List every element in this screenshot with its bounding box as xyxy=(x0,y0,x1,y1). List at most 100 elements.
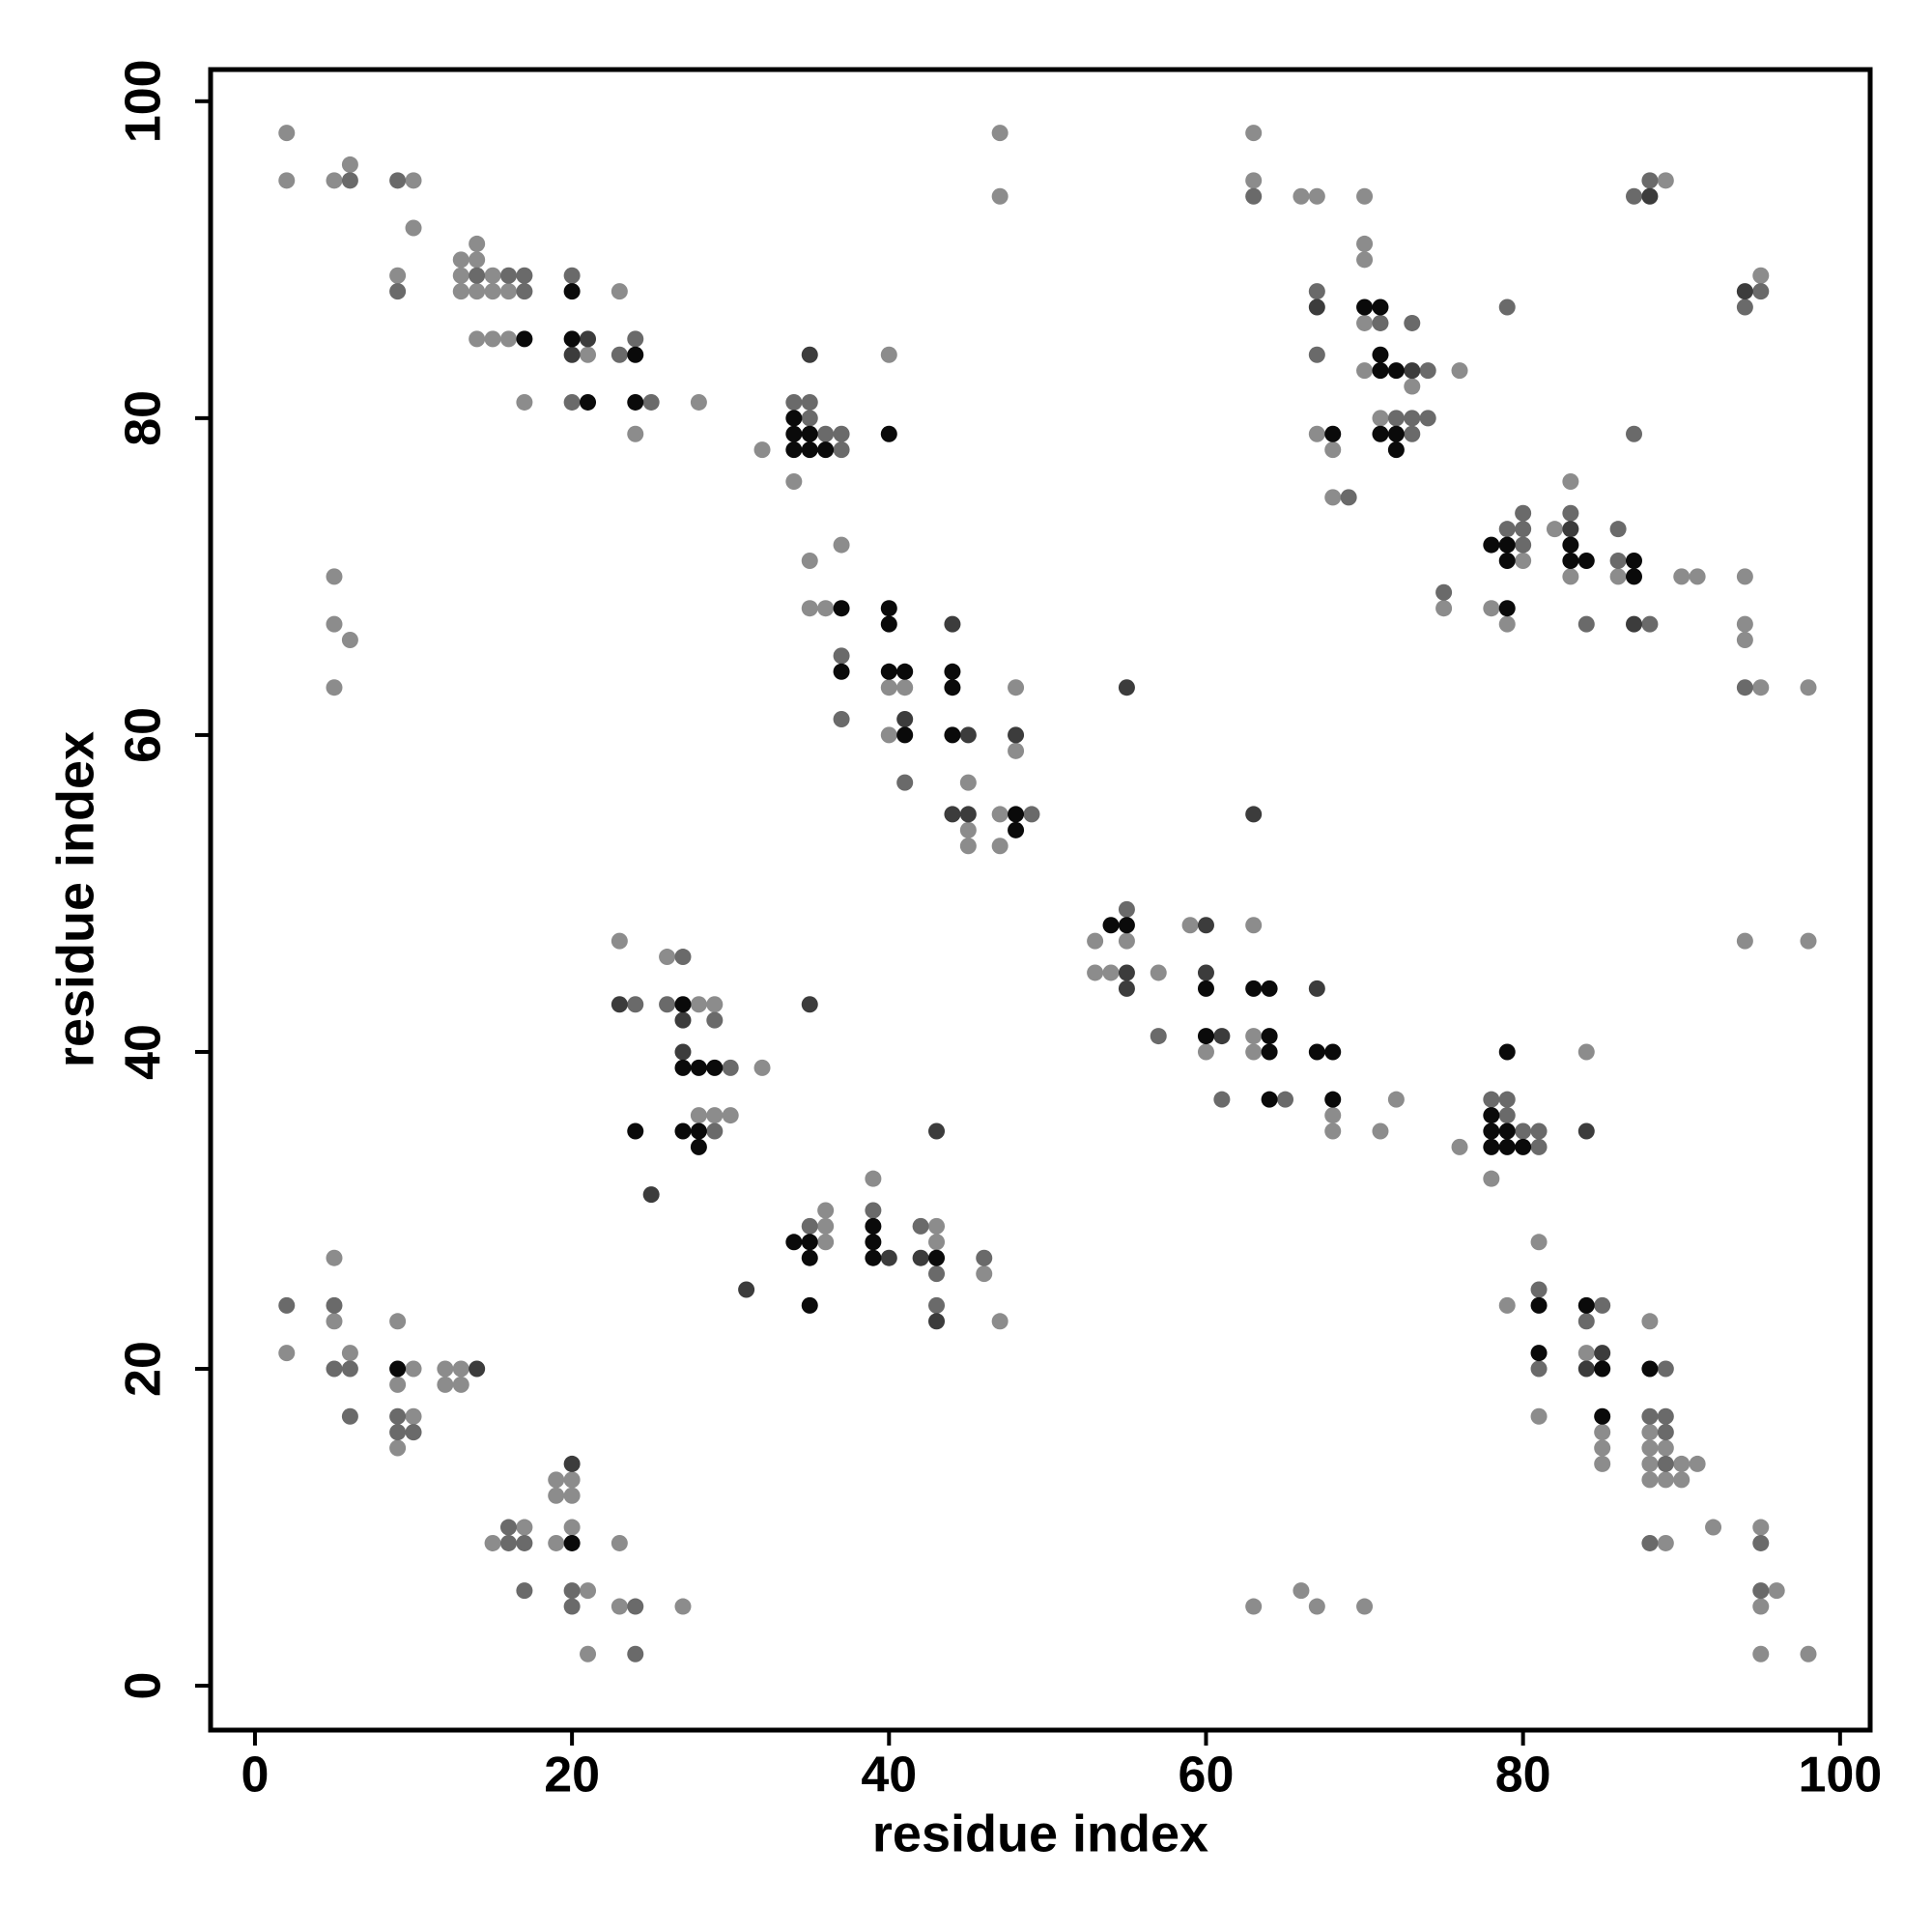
contact-point xyxy=(1736,631,1753,648)
contact-point xyxy=(1594,1407,1611,1425)
contact-point xyxy=(1515,521,1532,538)
contact-point xyxy=(1372,362,1389,380)
contact-point xyxy=(674,1059,692,1076)
contact-point xyxy=(928,1122,946,1140)
contact-point xyxy=(1562,568,1579,585)
contact-point xyxy=(1118,964,1135,981)
contact-point xyxy=(326,615,343,633)
contact-point xyxy=(326,1360,343,1378)
contact-point xyxy=(405,1424,422,1441)
points-layer xyxy=(278,125,1817,1662)
contact-point xyxy=(1308,346,1325,363)
contact-point xyxy=(1451,362,1468,380)
contact-point xyxy=(469,330,486,348)
contact-point xyxy=(865,1217,882,1235)
contact-point xyxy=(880,1249,897,1266)
contact-point xyxy=(1324,1043,1342,1061)
contact-point xyxy=(1530,1407,1548,1425)
contact-point xyxy=(1498,600,1516,617)
contact-point xyxy=(1657,172,1674,189)
contact-point xyxy=(516,1519,533,1536)
contact-point xyxy=(1213,1091,1231,1108)
contact-point xyxy=(865,1249,882,1266)
contact-point xyxy=(1673,568,1690,585)
contact-point xyxy=(1577,1313,1595,1330)
contact-point xyxy=(880,663,897,680)
contact-point xyxy=(469,251,486,269)
contact-point xyxy=(1498,536,1516,554)
contact-point xyxy=(1498,1296,1516,1314)
contact-point xyxy=(499,330,517,348)
contact-point xyxy=(912,1217,929,1235)
contact-point xyxy=(580,346,597,363)
contact-point xyxy=(563,1598,581,1615)
contact-point xyxy=(1387,1091,1405,1108)
x-tick-label: 20 xyxy=(544,1747,600,1804)
contact-point xyxy=(1626,552,1643,569)
contact-point xyxy=(833,600,850,617)
contact-point xyxy=(817,1217,835,1235)
contact-point xyxy=(801,552,818,569)
contact-point xyxy=(452,283,469,300)
contact-point xyxy=(1118,980,1135,997)
contact-point xyxy=(563,1471,581,1489)
contact-point xyxy=(896,663,914,680)
contact-point xyxy=(389,1360,407,1378)
contact-point xyxy=(706,996,724,1013)
contact-point xyxy=(1689,1455,1706,1472)
contact-point xyxy=(801,441,818,459)
contact-point xyxy=(1530,1360,1548,1378)
contact-point xyxy=(674,1043,692,1061)
y-tick-label: 20 xyxy=(116,1341,172,1397)
contact-point xyxy=(944,726,961,744)
contact-point xyxy=(659,996,676,1013)
contact-point xyxy=(1008,679,1025,696)
contact-point xyxy=(880,600,897,617)
contact-point xyxy=(1594,1360,1611,1378)
contact-point xyxy=(1689,568,1706,585)
contact-point xyxy=(627,1645,644,1662)
contact-point xyxy=(1515,504,1532,522)
contact-point xyxy=(580,393,597,411)
contact-point xyxy=(1483,536,1500,554)
y-tick-label: 40 xyxy=(116,1024,172,1080)
contact-point xyxy=(817,1234,835,1251)
contact-point xyxy=(865,1170,882,1187)
contact-point xyxy=(674,1011,692,1029)
contact-point xyxy=(1245,980,1263,997)
contact-point xyxy=(405,1407,422,1425)
contact-point xyxy=(1641,1407,1659,1425)
contact-point xyxy=(437,1376,454,1393)
contact-point xyxy=(1404,425,1421,442)
contact-point xyxy=(405,172,422,189)
contact-point xyxy=(1657,1534,1674,1551)
contact-point xyxy=(627,346,644,363)
contact-point xyxy=(1800,1645,1817,1662)
x-tick-label: 0 xyxy=(241,1747,269,1804)
contact-point xyxy=(1641,615,1659,633)
contact-point xyxy=(1197,1028,1214,1045)
contact-point xyxy=(1324,1091,1342,1108)
contact-point xyxy=(1372,410,1389,427)
contact-point xyxy=(833,425,850,442)
contact-point xyxy=(1483,1107,1500,1124)
contact-point xyxy=(1324,1107,1342,1124)
contact-point xyxy=(738,1281,755,1298)
contact-point xyxy=(1118,932,1135,950)
contact-point xyxy=(469,1360,486,1378)
contact-point xyxy=(785,410,803,427)
contact-point xyxy=(1641,1455,1659,1472)
contact-point xyxy=(1308,1043,1325,1061)
contact-point xyxy=(627,425,644,442)
contact-point xyxy=(1435,583,1453,601)
contact-point xyxy=(1752,283,1770,300)
contact-point xyxy=(1498,615,1516,633)
contact-point xyxy=(959,806,977,823)
contact-point xyxy=(1562,504,1579,522)
contact-point xyxy=(1562,552,1579,569)
contact-point xyxy=(326,1313,343,1330)
contact-point xyxy=(1483,1138,1500,1155)
contact-point xyxy=(1372,298,1389,316)
contact-point xyxy=(1657,1424,1674,1441)
